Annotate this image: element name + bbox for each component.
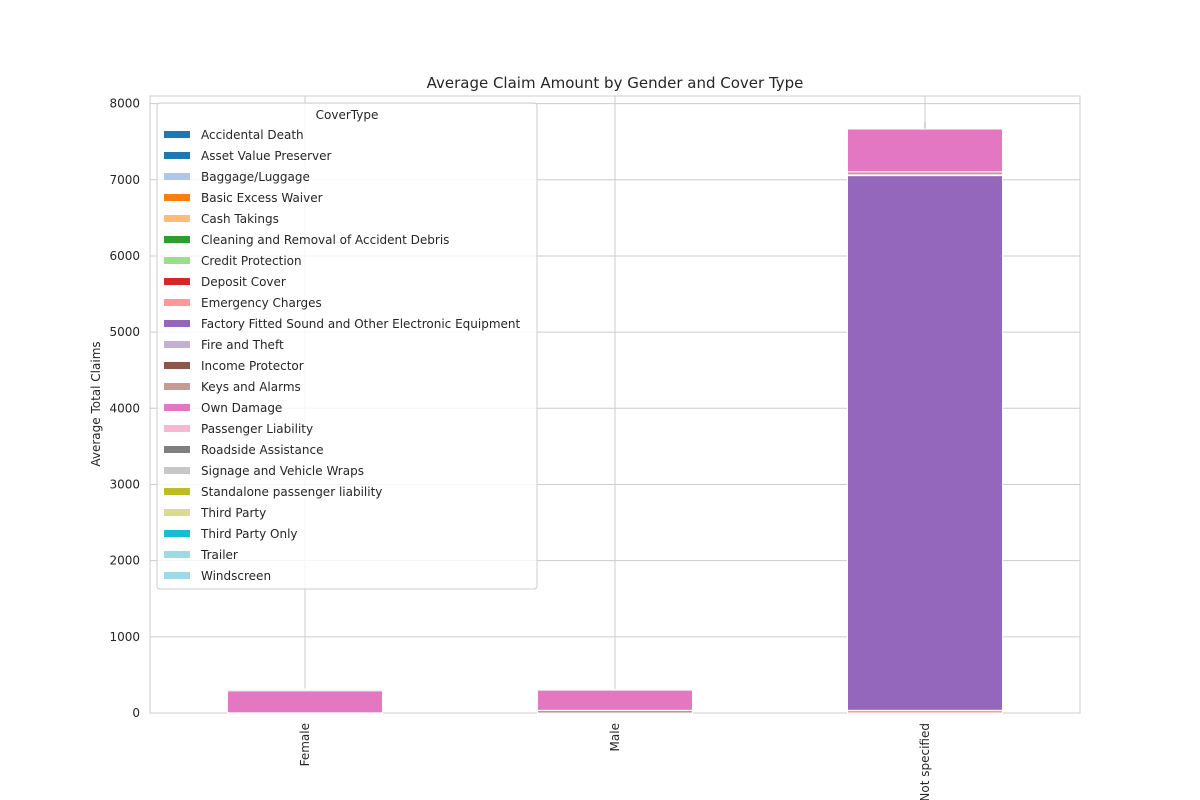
legend-label-emergency-charges: Emergency Charges bbox=[201, 296, 322, 310]
legend-swatch-third-party-only bbox=[164, 530, 190, 537]
legend-label-baggage-luggage: Baggage/Luggage bbox=[201, 170, 310, 184]
y-tick-label: 3000 bbox=[109, 477, 140, 491]
y-tick-label: 4000 bbox=[109, 401, 140, 415]
legend-swatch-accidental-death bbox=[164, 131, 190, 138]
legend-swatch-keys-and-alarms bbox=[164, 383, 190, 390]
legend-swatch-deposit-cover bbox=[164, 278, 190, 285]
legend-swatch-signage-and-vehicle-wraps bbox=[164, 467, 190, 474]
legend-label-cash-takings: Cash Takings bbox=[201, 212, 279, 226]
legend-label-deposit-cover: Deposit Cover bbox=[201, 275, 286, 289]
legend-swatch-basic-excess-waiver bbox=[164, 194, 190, 201]
bar-not-specified-factory-fitted-sound-and-other-electronic-equipment bbox=[847, 175, 1003, 711]
chart-title: Average Claim Amount by Gender and Cover… bbox=[427, 74, 804, 92]
y-tick-label: 8000 bbox=[109, 97, 140, 111]
legend-label-asset-value-preserver: Asset Value Preserver bbox=[201, 149, 332, 163]
legend-swatch-windscreen bbox=[164, 572, 190, 579]
x-tick-label-not-specified: Not specified bbox=[918, 723, 932, 800]
y-axis-ticks: 0 1000 2000 3000 4000 5000 6000 7000 8000 bbox=[109, 97, 140, 720]
legend-label-basic-excess-waiver: Basic Excess Waiver bbox=[201, 191, 323, 205]
legend-label-cleaning-and-removal-of-accident-debris: Cleaning and Removal of Accident Debris bbox=[201, 233, 449, 247]
y-axis-label: Average Total Claims bbox=[89, 341, 103, 466]
legend-swatch-factory-fitted-sound-and-other-electronic-equipment bbox=[164, 320, 190, 327]
legend-label-income-protector: Income Protector bbox=[201, 359, 304, 373]
legend-swatch-fire-and-theft bbox=[164, 341, 190, 348]
y-tick-label: 7000 bbox=[109, 173, 140, 187]
legend-swatch-third-party bbox=[164, 509, 190, 516]
y-tick-label: 5000 bbox=[109, 325, 140, 339]
legend-label-roadside-assistance: Roadside Assistance bbox=[201, 443, 323, 457]
legend-label-windscreen: Windscreen bbox=[201, 569, 271, 583]
bar-not-specified-own-damage bbox=[847, 128, 1003, 173]
legend-label-standalone-passenger-liability: Standalone passenger liability bbox=[201, 485, 382, 499]
legend-swatch-cash-takings bbox=[164, 215, 190, 222]
legend-label-accidental-death: Accidental Death bbox=[201, 128, 304, 142]
legend-swatch-own-damage bbox=[164, 404, 190, 411]
legend: CoverType Accidental Death Asset Value Pr… bbox=[156, 102, 538, 590]
legend-swatch-roadside-assistance bbox=[164, 446, 190, 453]
bar-not-specified-windscreen bbox=[847, 128, 1003, 130]
bar-female-own-damage bbox=[227, 690, 383, 714]
legend-swatch-passenger-liability bbox=[164, 425, 190, 432]
legend-swatch-credit-protection bbox=[164, 257, 190, 264]
legend-items: Accidental Death Asset Value Preserver Bag… bbox=[164, 128, 521, 583]
legend-label-keys-and-alarms: Keys and Alarms bbox=[201, 380, 301, 394]
legend-swatch-asset-value-preserver bbox=[164, 152, 190, 159]
legend-swatch-income-protector bbox=[164, 362, 190, 369]
x-tick-label-female: Female bbox=[298, 723, 312, 766]
bar-male-windscreen bbox=[537, 689, 693, 691]
x-tick-label-male: Male bbox=[608, 723, 622, 751]
legend-title: CoverType bbox=[316, 108, 379, 122]
legend-label-third-party: Third Party bbox=[200, 506, 266, 520]
x-axis-ticks: Female Male Not specified bbox=[298, 723, 932, 800]
bar-male-own-damage bbox=[537, 689, 693, 711]
bar-female-windscreen bbox=[227, 688, 383, 691]
legend-label-factory-fitted-sound-and-other-electronic-equipment: Factory Fitted Sound and Other Electroni… bbox=[201, 317, 521, 331]
bars bbox=[227, 128, 1003, 714]
legend-swatch-cleaning-and-removal-of-accident-debris bbox=[164, 236, 190, 243]
legend-swatch-emergency-charges bbox=[164, 299, 190, 306]
legend-label-credit-protection: Credit Protection bbox=[201, 254, 302, 268]
y-tick-label: 6000 bbox=[109, 249, 140, 263]
legend-label-third-party-only: Third Party Only bbox=[200, 527, 298, 541]
legend-swatch-standalone-passenger-liability bbox=[164, 488, 190, 495]
legend-swatch-baggage-luggage bbox=[164, 173, 190, 180]
y-tick-label: 2000 bbox=[109, 554, 140, 568]
y-tick-label: 0 bbox=[132, 706, 140, 720]
legend-label-passenger-liability: Passenger Liability bbox=[201, 422, 313, 436]
legend-label-own-damage: Own Damage bbox=[201, 401, 282, 415]
legend-label-trailer: Trailer bbox=[200, 548, 238, 562]
legend-label-fire-and-theft: Fire and Theft bbox=[201, 338, 284, 352]
legend-swatch-trailer bbox=[164, 551, 190, 558]
legend-label-signage-and-vehicle-wraps: Signage and Vehicle Wraps bbox=[201, 464, 364, 478]
legend-box bbox=[156, 102, 538, 590]
y-tick-label: 1000 bbox=[109, 630, 140, 644]
